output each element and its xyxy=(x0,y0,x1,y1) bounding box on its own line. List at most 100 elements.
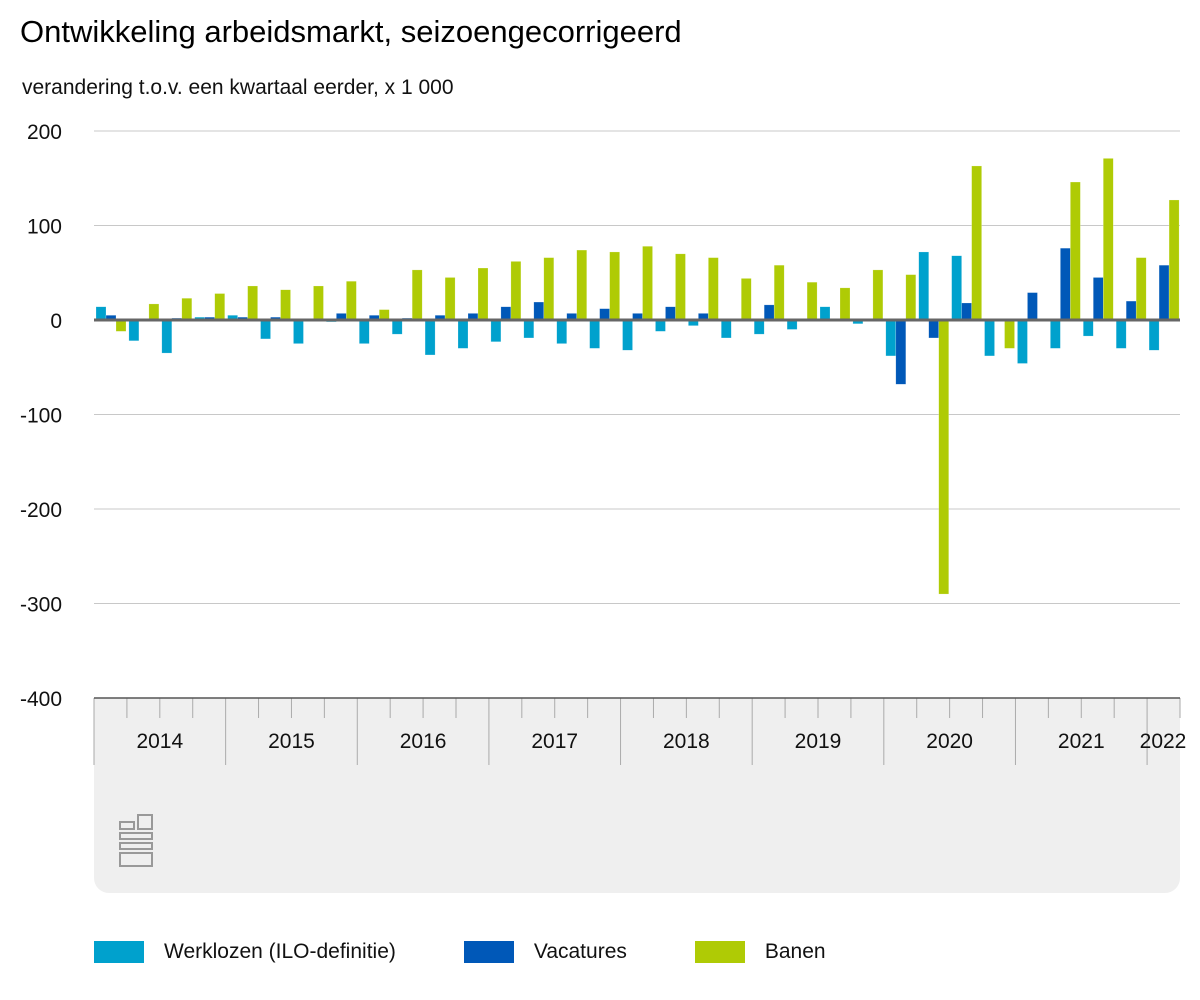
x-tick-label: 2016 xyxy=(400,730,447,753)
bar-2-21 xyxy=(806,281,818,321)
legend-swatch xyxy=(463,941,514,963)
bar-2-16 xyxy=(642,246,653,321)
bar-1-26 xyxy=(961,302,972,321)
x-tick-label: 2019 xyxy=(795,730,842,753)
legend-item-werklozen[interactable]: Werklozen (ILO-definitie) xyxy=(94,940,396,964)
bar-2-30 xyxy=(1103,158,1114,321)
bar-2-11 xyxy=(477,267,489,321)
x-tick-label: 2021 xyxy=(1058,730,1105,753)
chart-title: Ontwikkeling arbeidsmarkt, seizoengecorr… xyxy=(20,14,682,49)
bar-1-15 xyxy=(599,308,610,321)
bar-2-9 xyxy=(411,269,423,321)
bar-2-10 xyxy=(444,277,456,321)
bar-1-20 xyxy=(763,304,775,321)
legend-label: Vacatures xyxy=(533,940,627,963)
bar-1-17 xyxy=(665,306,676,321)
x-tick-label: 2017 xyxy=(531,730,578,753)
axis-panel xyxy=(94,698,1180,893)
y-tick-label: 100 xyxy=(27,216,62,239)
bar-0-16 xyxy=(622,319,633,351)
y-tick-label: 200 xyxy=(27,121,62,144)
bar-0-13 xyxy=(523,319,535,339)
bar-0-0 xyxy=(95,306,107,321)
bar-2-14 xyxy=(576,249,587,321)
bar-2-24 xyxy=(905,274,917,321)
bar-1-25 xyxy=(928,319,939,339)
bar-0-9 xyxy=(391,319,403,335)
legend-swatch xyxy=(694,941,745,963)
bar-0-26 xyxy=(951,255,962,321)
x-tick-label: 2020 xyxy=(926,730,973,753)
bar-2-0 xyxy=(115,319,127,332)
legend-swatch xyxy=(94,941,144,963)
bar-2-2 xyxy=(181,298,193,321)
y-tick-label: -400 xyxy=(20,688,62,711)
chart-subtitle: verandering t.o.v. een kwartaal eerder, … xyxy=(22,76,454,99)
bar-0-31 xyxy=(1115,319,1127,349)
bar-2-17 xyxy=(675,253,686,321)
bar-2-8 xyxy=(379,309,390,321)
bar-1-13 xyxy=(533,301,545,321)
bar-0-25 xyxy=(918,251,929,321)
bar-1-24 xyxy=(895,319,907,385)
bar-0-28 xyxy=(1017,319,1028,364)
bar-2-20 xyxy=(773,264,785,321)
bar-2-31 xyxy=(1135,257,1147,321)
bar-0-17 xyxy=(655,319,666,332)
bar-0-2 xyxy=(161,319,173,354)
bar-0-1 xyxy=(128,319,140,342)
x-tick-label: 2022 xyxy=(1140,730,1187,753)
x-tick-label: 2018 xyxy=(663,730,710,753)
y-tick-label: -300 xyxy=(20,594,62,617)
bar-2-5 xyxy=(280,289,291,321)
bar-1-31 xyxy=(1125,300,1137,321)
bar-1-29 xyxy=(1060,247,1071,321)
legend-item-banen[interactable]: Banen xyxy=(694,940,826,964)
bar-0-12 xyxy=(490,319,502,342)
bar-2-13 xyxy=(543,257,555,321)
cbs-logo xyxy=(119,814,153,867)
bar-0-32 xyxy=(1148,319,1160,351)
x-tick-label: 2014 xyxy=(136,730,183,753)
bar-2-22 xyxy=(839,287,851,321)
bar-2-32 xyxy=(1168,199,1180,321)
bar-0-19 xyxy=(721,319,732,339)
bar-0-8 xyxy=(359,319,370,344)
bar-2-18 xyxy=(708,257,719,321)
bar-2-6 xyxy=(313,285,324,321)
legend: Werklozen (ILO-definitie) Vacatures Bane… xyxy=(94,940,894,964)
bar-1-32 xyxy=(1158,264,1170,321)
bar-1-30 xyxy=(1093,277,1104,321)
y-tick-label: -100 xyxy=(20,405,62,428)
bar-2-27 xyxy=(1004,319,1015,349)
bar-2-3 xyxy=(214,293,225,321)
x-tick-label: 2015 xyxy=(268,730,315,753)
bar-0-6 xyxy=(293,319,304,344)
bar-2-4 xyxy=(247,285,258,321)
bar-1-28 xyxy=(1027,292,1038,321)
bar-0-29 xyxy=(1050,319,1061,349)
bar-2-19 xyxy=(741,278,752,321)
bar-2-29 xyxy=(1070,181,1081,321)
bar-0-20 xyxy=(753,319,765,335)
y-tick-label: -200 xyxy=(20,499,62,522)
bar-2-12 xyxy=(510,261,522,321)
bar-2-26 xyxy=(971,165,982,321)
bar-0-30 xyxy=(1083,319,1094,337)
legend-label: Banen xyxy=(764,940,826,963)
legend-label: Werklozen (ILO-definitie) xyxy=(164,940,396,963)
bar-0-24 xyxy=(885,319,897,357)
bar-0-11 xyxy=(457,319,469,349)
y-tick-label: 0 xyxy=(50,310,62,333)
bar-1-12 xyxy=(500,306,512,321)
bar-2-15 xyxy=(609,251,620,321)
bar-0-14 xyxy=(556,319,567,344)
legend-item-vacatures[interactable]: Vacatures xyxy=(463,940,627,964)
bar-0-27 xyxy=(984,319,995,357)
bar-2-7 xyxy=(346,281,357,321)
bar-0-22 xyxy=(819,306,831,321)
bar-0-10 xyxy=(424,319,436,356)
bar-2-25 xyxy=(938,319,949,595)
bar-2-1 xyxy=(148,303,160,321)
